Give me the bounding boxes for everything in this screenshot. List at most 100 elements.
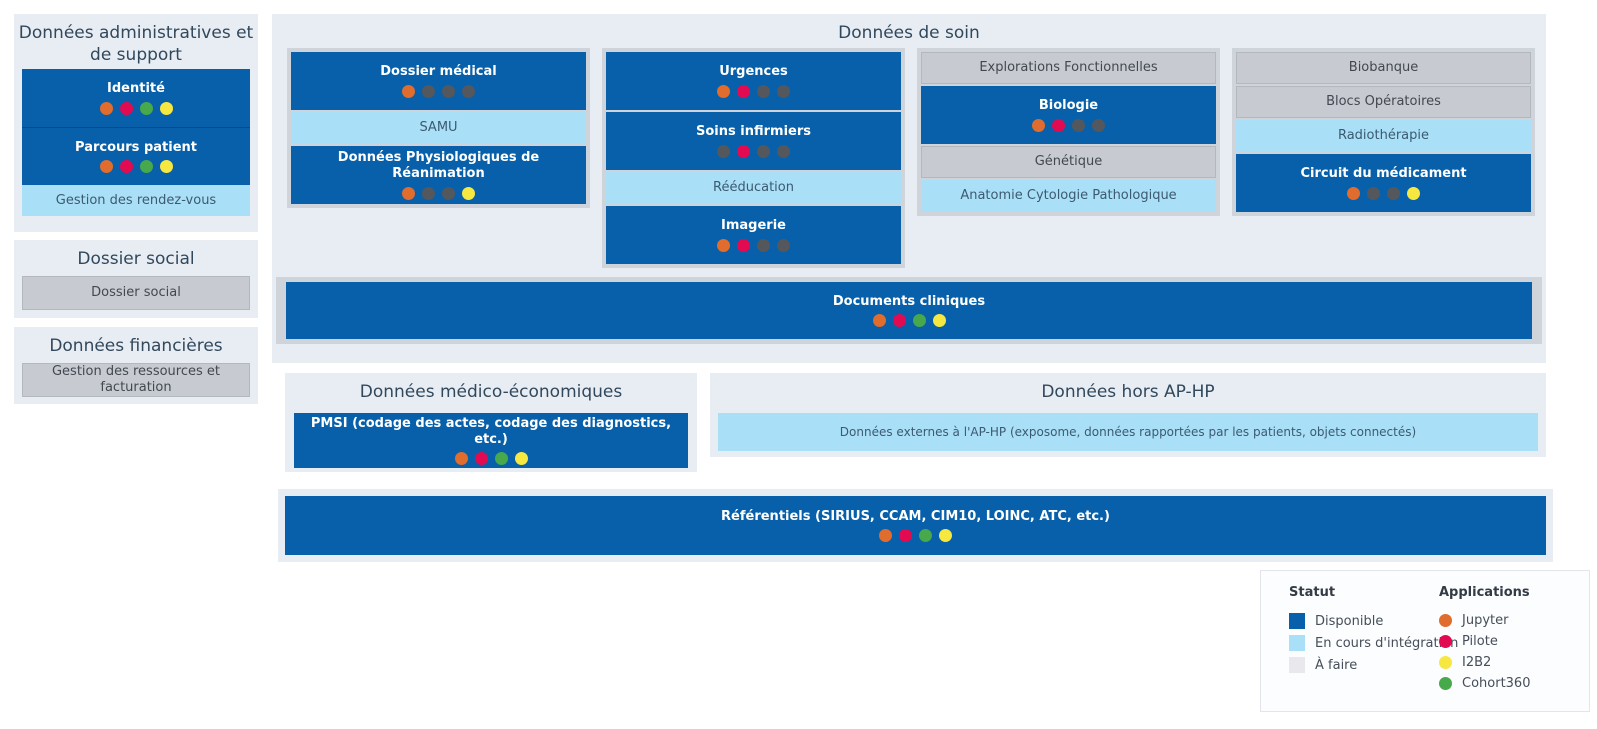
box-soins-infirmiers: Soins infirmiers [606,112,901,170]
box-label: Données Physiologiques de Réanimation [337,150,540,181]
legend-statut-items: Disponible En cours d'intégration À faire [1289,613,1458,673]
legend-item-label: À faire [1315,657,1358,673]
application-dots [717,238,790,252]
box-biobanque: Biobanque [1236,52,1531,84]
legend-item-label: Cohort360 [1462,676,1531,691]
referentiels-bar: Référentiels (SIRIUS, CCAM, CIM10, LOINC… [285,496,1546,555]
legend-status-en-cours-d-integration: En cours d'intégration [1289,635,1458,651]
i2b2-dot-off [462,84,475,98]
jupyter-dot-off [717,144,730,158]
box-label: Biobanque [1348,60,1419,76]
legend-item-label: Disponible [1315,613,1384,629]
i2b2-dot-off [777,144,790,158]
pilote-dot-on [892,314,906,328]
panel-donnees-de-soin-title: Données de soin [838,23,980,43]
cohort360-dot-off [442,84,455,98]
application-dots [717,84,790,98]
panel-donnees-de-soin: Données de soin Dossier médical SAMU Donné… [272,14,1546,363]
box-label: Dossier social [91,285,181,301]
i2b2-dot-on [1407,186,1420,200]
application-dots [872,314,946,328]
jupyter-dot-on [1032,118,1045,132]
box-label: Imagerie [721,218,786,234]
care-group-dossier-medical: Dossier médical SAMU Données Physiologique… [287,48,590,208]
lgdot-jupyter [1439,614,1452,627]
cohort360-dot-off [757,238,770,252]
legend-statut-title: Statut [1289,585,1336,600]
dossier-social-stack: Dossier social [22,276,250,310]
box-label: Identité [107,81,165,97]
i2b2-dot-on [939,529,952,543]
cohort360-dot-on [919,529,932,543]
pilote-dot-off [1367,186,1380,200]
box-label: Biologie [1038,98,1099,114]
application-dots [402,84,475,98]
documents-cliniques-frame: Documents cliniques [276,277,1542,344]
lgdot-cohort360 [1439,677,1452,690]
box-explorations-fonctionnelles: Explorations Fonctionnelles [921,52,1216,84]
pilote-dot-on [474,452,488,466]
application-dots [879,529,952,543]
panel-dossier-social: Dossier social Dossier social [14,240,258,318]
jupyter-dot-on [879,529,892,543]
box-donnees-physiologiques-de-reanimation: Données Physiologiques de Réanimation [291,146,586,204]
jupyter-dot-on [402,84,415,98]
cohort360-dot-on [139,160,153,174]
jupyter-dot-on [99,101,113,115]
legend-app-pilote: Pilote [1439,634,1530,649]
panel-admin-support: Données administratives et de support Id… [14,14,258,232]
application-dots [1032,118,1105,132]
box-documents-cliniques: Documents cliniques [286,282,1532,339]
pilote-dot-on [119,101,133,115]
panel-hors-ap-hp: Données hors AP-HP Données externes à l'… [710,373,1546,457]
i2b2-dot-on [159,101,173,115]
box-circuit-du-medicament: Circuit du médicament [1236,154,1531,212]
swatch-available [1289,613,1305,629]
application-dots [454,452,528,466]
box-label: Blocs Opératoires [1326,94,1441,110]
medico-economiques-stack: PMSI (codage des actes, codage des diagn… [294,413,688,468]
panel-dossier-social-title: Dossier social [77,249,195,269]
box-imagerie: Imagerie [606,206,901,264]
cohort360-dot-on [912,314,926,328]
box-label: Urgences [719,64,788,80]
cohort360-dot-off [757,84,770,98]
box-dossier-medical: Dossier médical [291,52,586,110]
panel-donnees-financieres: Données financières Gestion des ressourc… [14,327,258,404]
legend-app-cohort360: Cohort360 [1439,676,1530,691]
box-label: Circuit du médicament [1300,166,1467,182]
i2b2-dot-on [932,314,946,328]
box-biologie: Biologie [921,86,1216,144]
application-dots [99,101,173,115]
application-dots [717,144,790,158]
box-donnees-externes-a-l-ap-hp-exposome-donnees-rapportees-par-les-patients-objets-connectes: Données externes à l'AP-HP (exposome, do… [718,413,1538,451]
box-label: Dossier médical [380,64,497,80]
i2b2-dot-off [777,84,790,98]
i2b2-dot-on [514,452,528,466]
legend: Statut Disponible En cours d'intégration À… [1260,570,1590,712]
box-identite: Identité [22,69,250,127]
pilote-dot-off [422,84,435,98]
box-gestion-des-rendez-vous: Gestion des rendez-vous [22,185,250,216]
box-label: SAMU [419,120,458,136]
legend-app-i2b2: I2B2 [1439,655,1530,670]
jupyter-dot-on [717,84,730,98]
jupyter-dot-on [872,314,886,328]
legend-item-label: Jupyter [1462,613,1509,628]
care-group-biobanque: Biobanque Blocs Opératoires Radiothérapie C… [1232,48,1535,216]
application-dots [402,186,475,200]
legend-app-jupyter: Jupyter [1439,613,1530,628]
hors-ap-hp-stack: Données externes à l'AP-HP (exposome, do… [718,413,1538,451]
box-label: Explorations Fonctionnelles [979,60,1158,76]
box-reeducation: Rééducation [606,172,901,204]
i2b2-dot-off [777,238,790,252]
box-label: Anatomie Cytologie Pathologique [960,188,1177,204]
swatch-integrating [1289,635,1305,651]
legend-statut-column: Statut Disponible En cours d'intégration À… [1289,585,1458,679]
lgdot-pilote [1439,635,1452,648]
panel-medico-economiques: Données médico-économiques PMSI (codage … [285,373,697,472]
cohort360-dot-on [494,452,508,466]
box-label: Gestion des ressources et facturation [51,364,221,395]
box-parcours-patient: Parcours patient [22,127,250,185]
